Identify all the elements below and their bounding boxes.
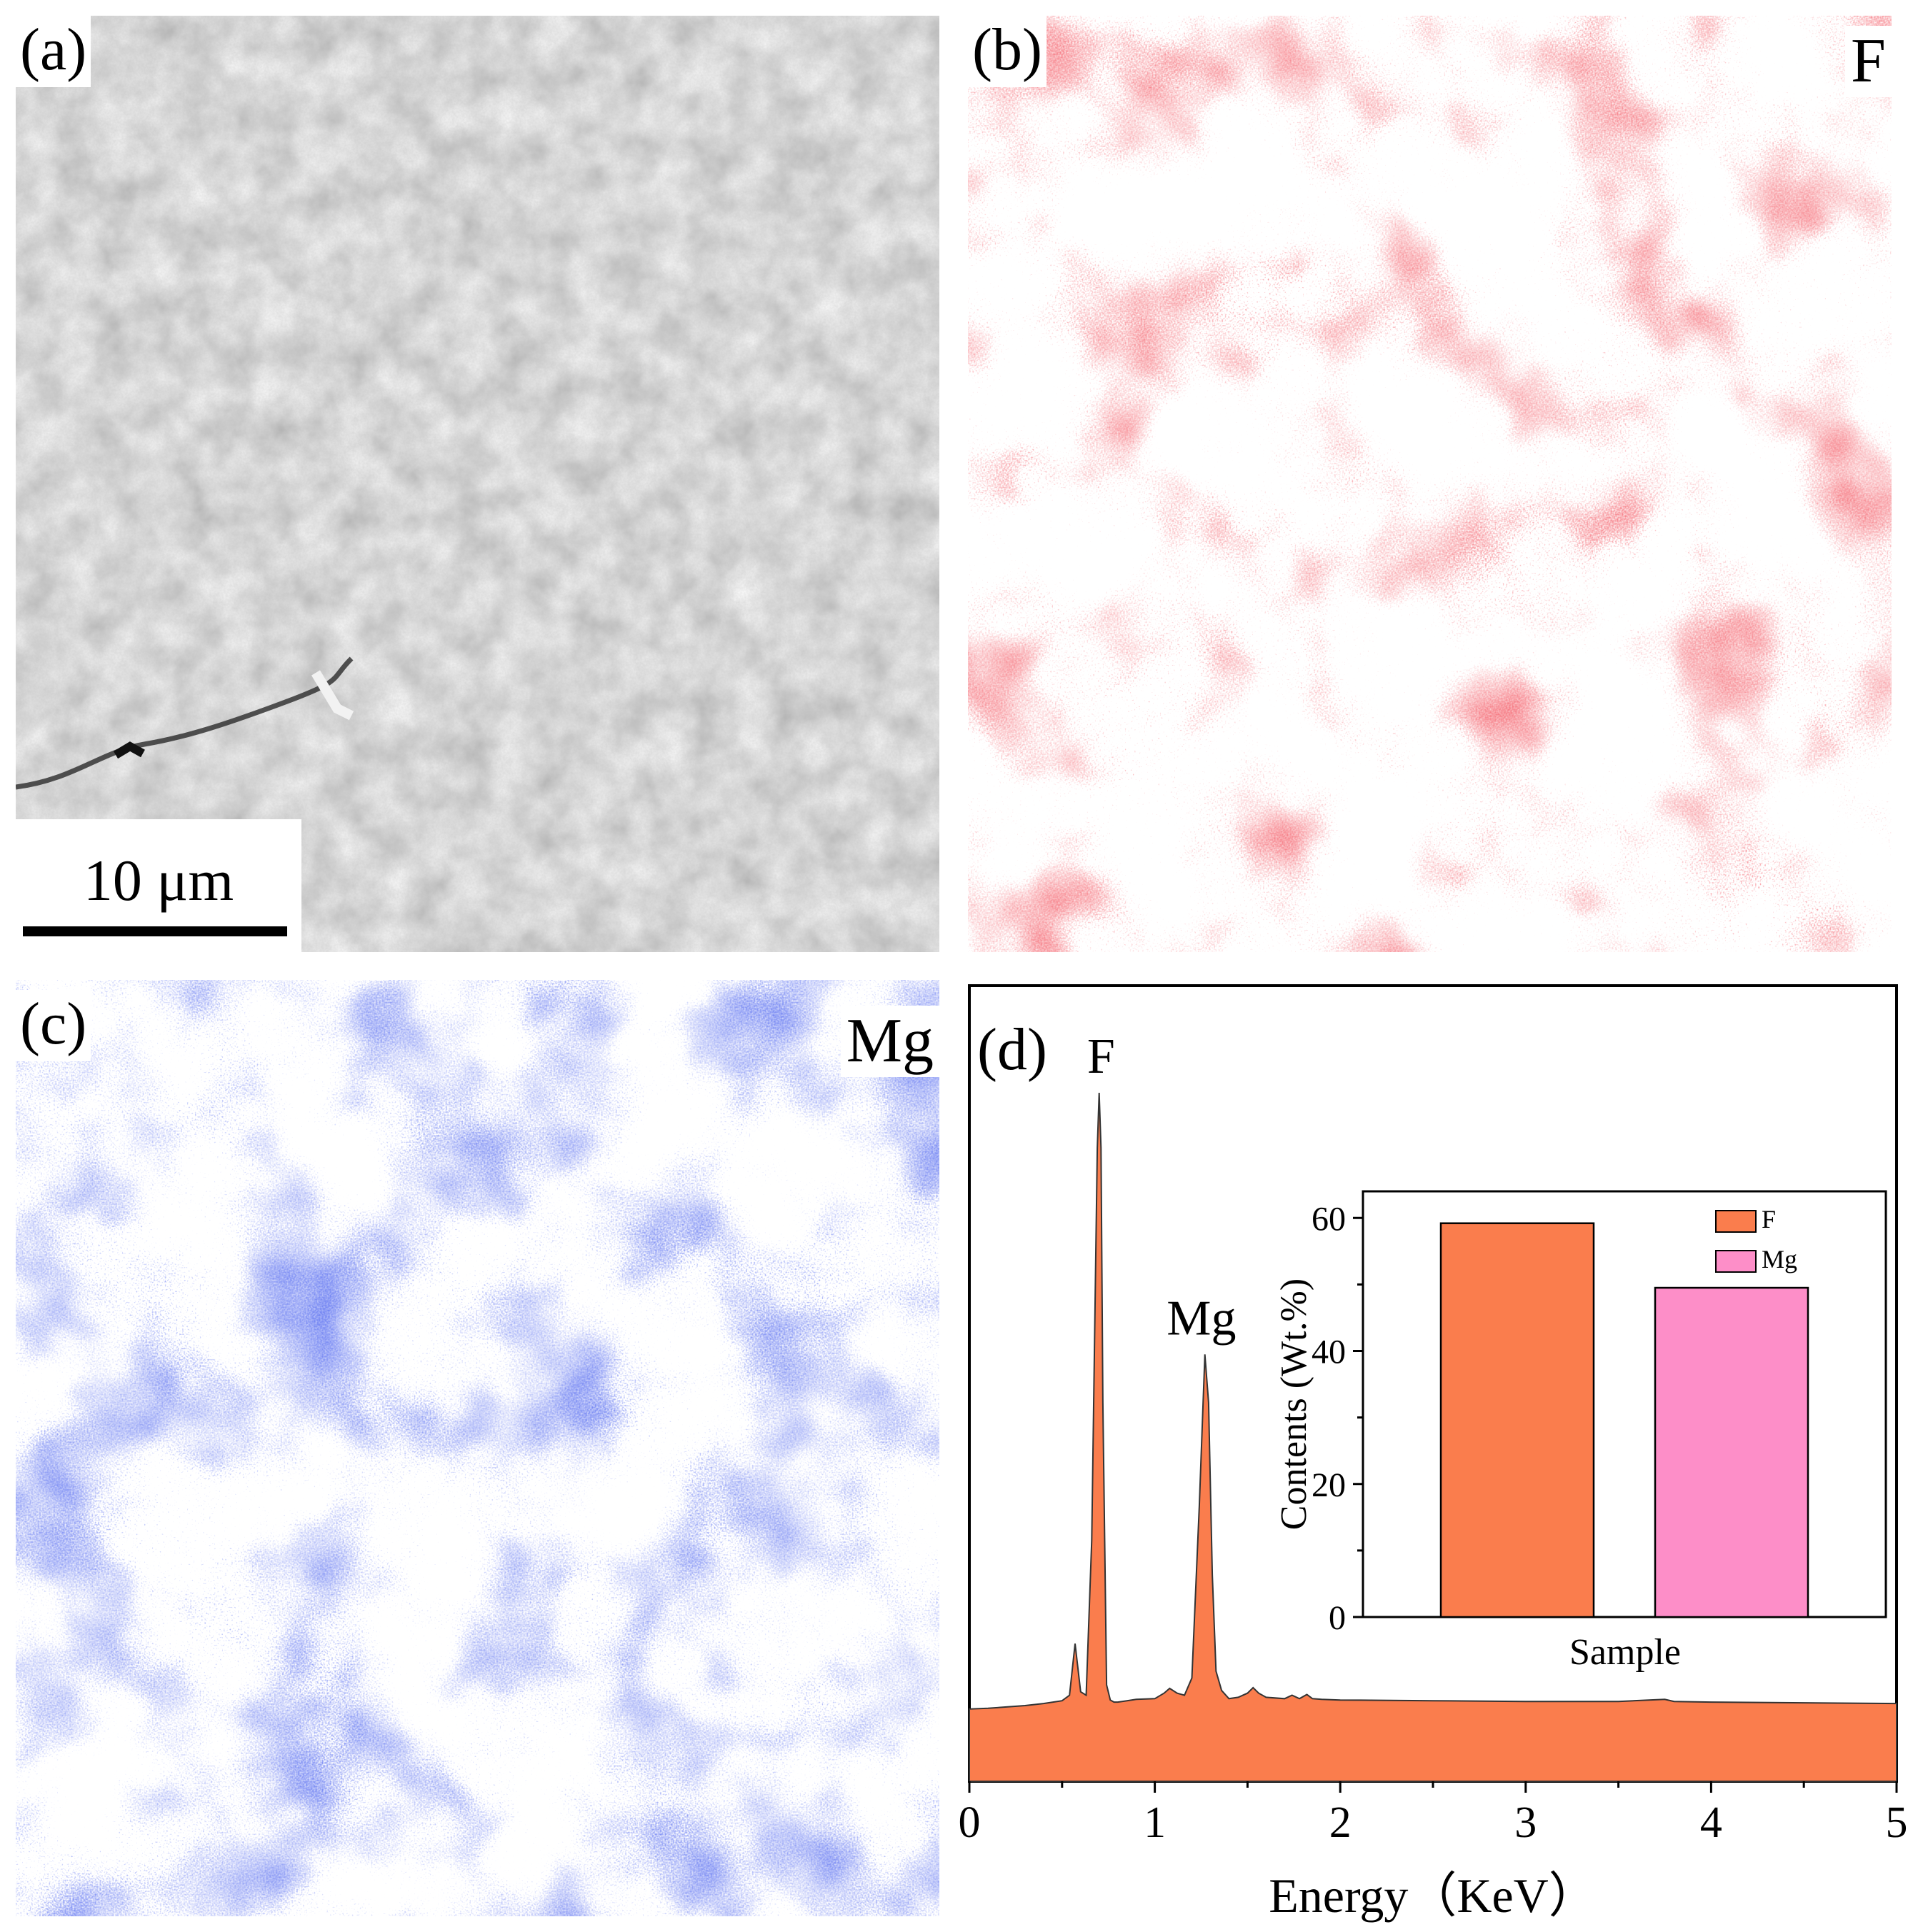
x-axis-title: Energy（KeV） — [1269, 1868, 1597, 1923]
x-tick-label: 0 — [959, 1798, 981, 1847]
eds-chart-svg: F Mg 0 1 2 3 4 5 Energy（KeV） 0 20 40 60 F Mg Conten… — [959, 984, 1908, 1923]
mg-map-texture — [16, 980, 939, 1916]
x-tick-label: 1 — [1144, 1798, 1166, 1847]
inset-bar-mg — [1654, 1286, 1809, 1618]
panel-a-label: (a) — [16, 16, 91, 87]
panel-c-element-label: Mg — [840, 1006, 939, 1077]
x-tick-label: 2 — [1329, 1798, 1352, 1847]
panel-c-mg-map: (c) Mg — [16, 980, 939, 1916]
inset-y-axis-title: Contents (Wt.%) — [1274, 1278, 1314, 1530]
x-tick-label: 3 — [1514, 1798, 1537, 1847]
inset-y-tick-label: 60 — [1312, 1200, 1346, 1238]
sem-texture — [16, 16, 939, 952]
panel-c-label: (c) — [16, 990, 91, 1061]
inset-x-axis-title: Sample — [1569, 1632, 1681, 1673]
legend-label-f: F — [1762, 1205, 1776, 1233]
panel-d-label: (d) — [977, 1016, 1047, 1083]
legend-swatch-mg — [1715, 1250, 1757, 1273]
peak-label-mg: Mg — [1167, 1291, 1236, 1346]
x-tick-label: 4 — [1700, 1798, 1722, 1847]
inset-y-tick-label: 20 — [1312, 1466, 1346, 1504]
scale-bar-box: 10 μm — [16, 819, 301, 952]
panel-a-sem-image: (a) 10 μm — [16, 16, 939, 952]
spectrum-area — [969, 1092, 1897, 1782]
legend-label-mg: Mg — [1762, 1245, 1797, 1273]
inset-y-tick-label: 40 — [1312, 1333, 1346, 1371]
scale-bar-label: 10 μm — [83, 848, 234, 913]
inset-bar-f — [1439, 1222, 1595, 1618]
panel-b-f-map: (b) F — [968, 16, 1892, 952]
scale-bar-line — [23, 926, 287, 936]
x-tick-label: 5 — [1886, 1798, 1908, 1847]
f-map-texture — [968, 16, 1892, 952]
inset-y-tick-label: 0 — [1329, 1599, 1346, 1637]
peak-label-f: F — [1087, 1029, 1115, 1084]
panel-b-element-label: F — [1845, 26, 1892, 97]
panel-b-label: (b) — [968, 16, 1047, 87]
panel-d-eds-chart: F Mg 0 1 2 3 4 5 Energy（KeV） 0 20 40 60 F Mg Conten… — [957, 978, 1923, 1932]
legend-swatch-f — [1715, 1210, 1757, 1233]
